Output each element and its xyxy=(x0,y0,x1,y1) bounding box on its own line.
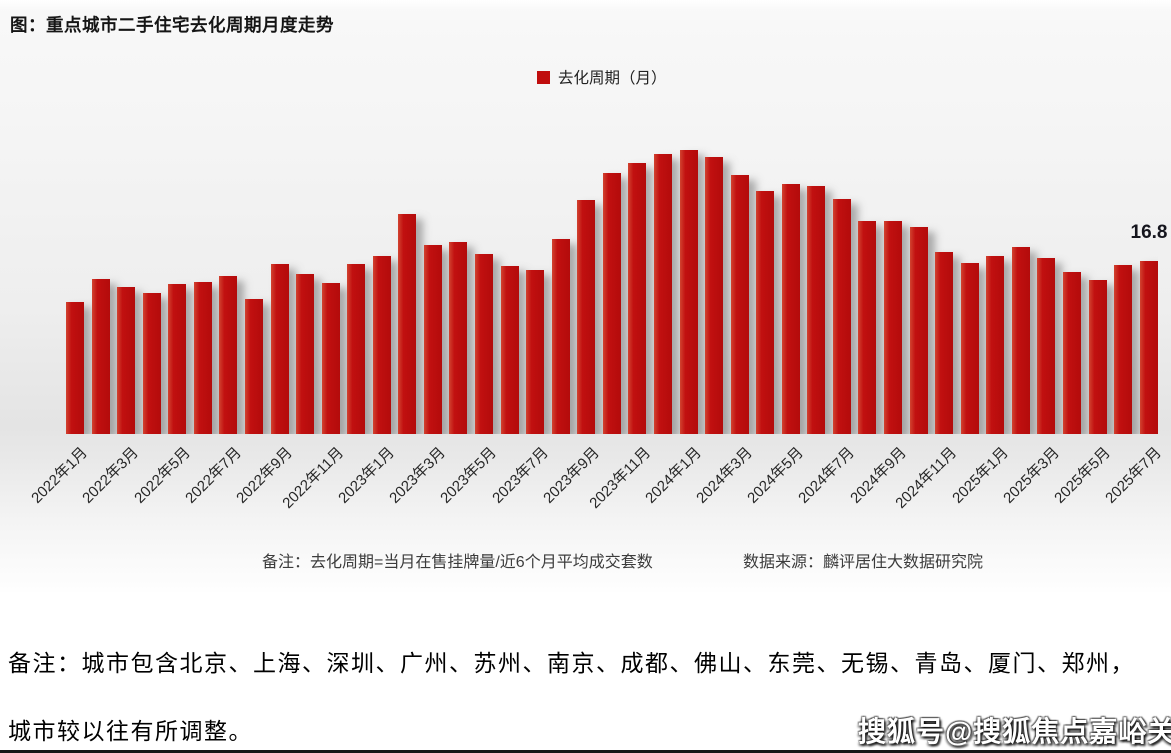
bar-2025年7月 xyxy=(1139,260,1158,434)
bar-2023年1月 xyxy=(372,256,391,434)
bar-2023年10月 xyxy=(602,172,621,434)
bar-2025年3月 xyxy=(1037,258,1056,434)
bar-2025年6月 xyxy=(1114,264,1133,434)
footnote-definition: 备注：去化周期=当月在售挂牌量/近6个月平均成交套数 xyxy=(262,554,653,571)
x-axis: 2022年1月 2022年3月 2022年5月 2022年7月 2022年9月 2022年… xyxy=(0,434,1171,519)
bar-2023年7月 xyxy=(526,269,545,434)
bar-2023年6月 xyxy=(500,265,519,434)
bar-2023年8月 xyxy=(551,238,570,434)
bar-plot xyxy=(66,100,1158,434)
bar-2025年2月 xyxy=(1011,247,1030,434)
bar-2023年2月 xyxy=(398,214,417,434)
watermark: 搜狐号@搜狐焦点嘉峪关站 xyxy=(858,716,1171,747)
bar-2023年4月 xyxy=(449,241,468,434)
bottom-divider xyxy=(0,750,1171,753)
bar-2022年1月 xyxy=(66,301,84,434)
chart-title: 图：重点城市二手住宅去化周期月度走势 xyxy=(10,15,334,35)
bar-2022年2月 xyxy=(91,279,110,434)
bar-2023年9月 xyxy=(577,199,596,434)
legend: 去化周期（月） xyxy=(537,66,667,88)
bar-2022年6月 xyxy=(193,282,212,434)
bar-2024年5月 xyxy=(781,184,800,434)
bar-2022年4月 xyxy=(142,292,161,434)
bar-2025年4月 xyxy=(1062,271,1081,434)
bar-2025年5月 xyxy=(1088,280,1107,434)
bar-2022年12月 xyxy=(347,263,366,434)
bar-2024年3月 xyxy=(730,174,749,434)
bar-2024年4月 xyxy=(756,191,775,434)
footnote-data-source: 数据来源：麟评居住大数据研究院 xyxy=(743,554,984,571)
bar-2022年3月 xyxy=(117,287,136,434)
bar-2024年1月 xyxy=(679,149,698,434)
bar-2024年9月 xyxy=(884,221,902,434)
chart-section: 图：重点城市二手住宅去化周期月度走势 去化周期（月） 2022年1月 2022年3… xyxy=(0,0,1171,592)
legend-label: 去化周期（月） xyxy=(558,70,667,87)
bar-2024年8月 xyxy=(858,221,877,434)
bar-2023年3月 xyxy=(423,245,442,434)
bar-2022年10月 xyxy=(296,273,315,434)
bar-2024年6月 xyxy=(807,186,826,434)
bar-2022年5月 xyxy=(168,284,187,434)
legend-swatch-icon xyxy=(537,70,550,84)
bar-2023年5月 xyxy=(475,254,493,434)
bar-2022年9月 xyxy=(270,263,289,434)
bar-2025年1月 xyxy=(986,256,1005,434)
bottom-note-line2: 城市较以往有所调整。 xyxy=(8,719,253,744)
bar-2024年12月 xyxy=(960,262,979,434)
bar-2024年7月 xyxy=(832,198,851,434)
bottom-note-line1: 备注：城市包含北京、上海、深圳、广州、苏州、南京、成都、佛山、东莞、无锡、青岛、… xyxy=(8,651,1135,676)
bar-2022年8月 xyxy=(244,298,263,434)
bar-2023年12月 xyxy=(653,154,672,434)
bar-2022年11月 xyxy=(321,283,340,434)
bar-2024年10月 xyxy=(909,227,928,434)
bar-2022年7月 xyxy=(219,276,238,434)
bar-2024年11月 xyxy=(935,252,954,434)
bar-2024年2月 xyxy=(705,157,724,434)
last-value-label: 16.8 xyxy=(1130,222,1168,243)
bar-2023年11月 xyxy=(628,163,647,434)
bottom-note-section: 备注：城市包含北京、上海、深圳、广州、苏州、南京、成都、佛山、东莞、无锡、青岛、… xyxy=(0,592,1171,753)
